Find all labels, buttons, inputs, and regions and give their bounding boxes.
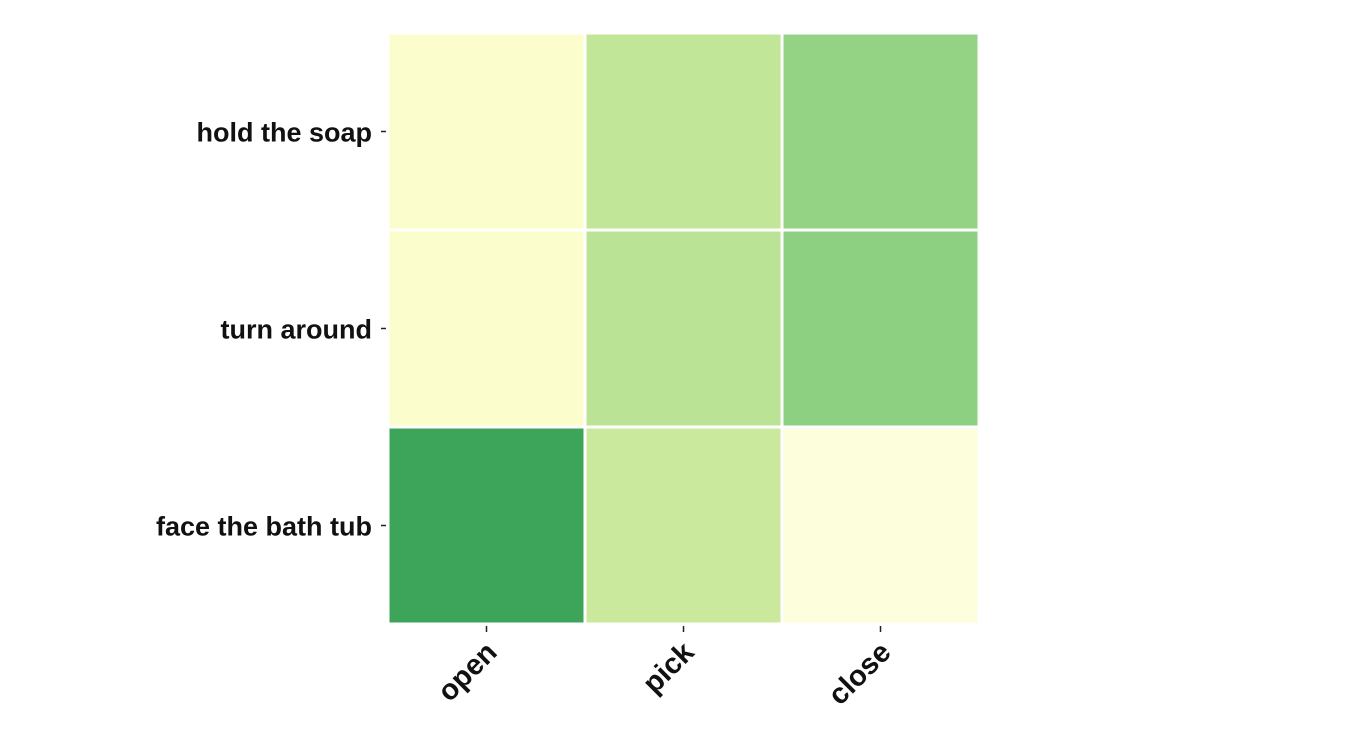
- heatmap-cell-r1-c0: [389, 231, 584, 426]
- heatmap-cell-r2-c2: [783, 428, 978, 623]
- heatmap-cell-r2-c0: [389, 428, 584, 623]
- y-tick-label-1: turn around: [221, 315, 372, 345]
- x-tick-label-0: open: [432, 636, 504, 708]
- heatmap-cell-r1-c1: [586, 231, 781, 426]
- heatmap-cell-r0-c2: [783, 34, 978, 229]
- y-tick-label-2: face the bath tub: [156, 512, 372, 542]
- heatmap-cell-r2-c1: [586, 428, 781, 623]
- heatmap-cell-r0-c1: [586, 34, 781, 229]
- x-tick-label-1: pick: [637, 636, 701, 700]
- heatmap-cell-r1-c2: [783, 231, 978, 426]
- heatmap-cells: [389, 34, 978, 623]
- y-tick-label-0: hold the soap: [197, 118, 373, 148]
- x-tick-label-2: close: [822, 636, 897, 711]
- heatmap-cell-r0-c0: [389, 34, 584, 229]
